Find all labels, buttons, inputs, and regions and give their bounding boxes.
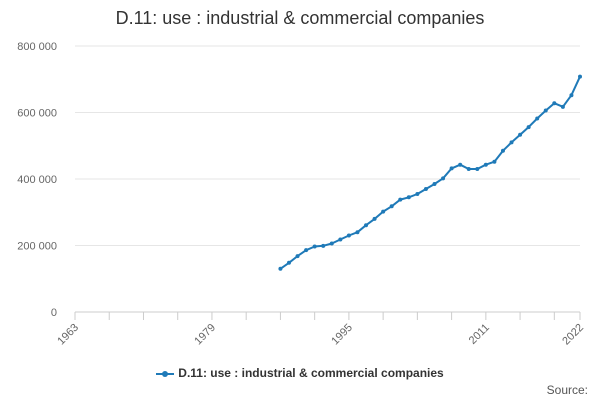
data-point [312,244,317,249]
y-tick-label: 400 000 [17,174,57,186]
data-point [278,266,283,271]
data-point [543,108,548,113]
data-point [483,162,488,167]
data-point [286,260,291,265]
data-point [355,230,360,235]
data-point [381,209,386,214]
data-point [372,216,377,221]
data-point [569,93,574,98]
data-point [560,104,565,109]
y-tick-label: 800 000 [17,41,57,53]
data-point [338,237,343,242]
x-tick-label: 2022 [560,322,586,348]
x-tick-label: 1995 [329,322,355,348]
data-point [500,148,505,153]
data-point [458,162,463,167]
data-point [475,167,480,172]
data-point [364,223,369,228]
source-label: Source: [546,383,588,397]
data-point [526,125,531,130]
chart-title: D.11: use : industrial & commercial comp… [115,8,485,28]
data-point [518,132,523,137]
data-point [449,166,454,171]
legend-label: D.11: use : industrial & commercial comp… [178,366,444,380]
data-point [441,176,446,181]
data-point [389,204,394,209]
legend[interactable]: D.11: use : industrial & commercial comp… [0,366,600,380]
y-tick-label: 200 000 [17,241,57,253]
data-point [321,243,326,248]
data-point [346,233,351,238]
data-point [304,248,309,253]
data-point [552,101,557,106]
y-tick-label: 0 [51,307,57,319]
data-point [423,186,428,191]
data-point [406,195,411,200]
data-point [398,197,403,202]
series-line [279,76,581,270]
data-point [415,191,420,196]
data-point [509,140,514,145]
x-tick-label: 1963 [55,322,81,348]
data-point [329,241,334,246]
data-point [295,254,300,259]
x-tick-label: 2011 [467,322,492,347]
data-point [535,116,540,121]
x-tick-label: 1979 [192,322,218,348]
data-point [492,159,497,164]
data-point [578,74,582,79]
data-point [432,181,437,186]
legend-marker-icon [156,368,175,380]
y-tick-label: 600 000 [17,108,57,120]
data-point [466,167,471,172]
